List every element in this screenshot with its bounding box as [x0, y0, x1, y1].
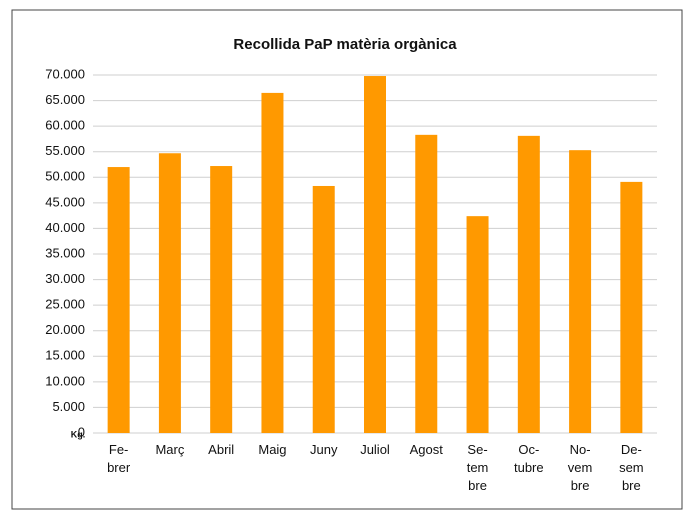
x-tick-label-line: tem — [467, 460, 489, 475]
x-tick-label: Juny — [310, 442, 338, 457]
y-tick-label: 15.000 — [45, 348, 85, 363]
x-tick-label-line: sem — [619, 460, 644, 475]
y-axis-label: Kg. — [71, 429, 86, 439]
x-tick-label-line: Agost — [410, 442, 444, 457]
x-tick-label-line: Se- — [467, 442, 487, 457]
y-tick-label: 65.000 — [45, 92, 85, 107]
y-tick-label: 55.000 — [45, 143, 85, 158]
x-tick-label-line: vem — [568, 460, 593, 475]
x-tick-label-line: brer — [107, 460, 131, 475]
bar — [364, 76, 386, 433]
y-tick-label: 20.000 — [45, 322, 85, 337]
x-tick-label: Juliol — [360, 442, 390, 457]
y-tick-label: 0 — [78, 424, 85, 439]
x-tick-label: Se-tem bre — [467, 442, 489, 493]
bar — [517, 135, 540, 434]
y-tick-label: 35.000 — [45, 245, 85, 260]
x-tick-label-line: Maig — [258, 442, 286, 457]
y-tick-label: 40.000 — [45, 220, 85, 235]
x-tick-label-line: De- — [621, 442, 642, 457]
x-tick-label-line: Març — [155, 442, 184, 457]
x-tick-label-line: bre — [622, 478, 641, 493]
x-tick-label: Fe-brer — [107, 442, 131, 475]
x-tick-label: Abril — [208, 442, 234, 457]
x-tick-label: De-sem bre — [619, 442, 644, 493]
bar — [569, 150, 592, 433]
x-tick-label: Agost — [410, 442, 444, 457]
bar — [620, 181, 643, 433]
y-tick-label: 60.000 — [45, 118, 85, 133]
x-tick-label: Oc-tubre — [514, 442, 544, 475]
chart-title: Recollida PaP matèria orgànica — [233, 36, 457, 53]
bar — [107, 167, 130, 434]
bar — [466, 216, 489, 433]
x-tick-label-line: Juliol — [360, 442, 390, 457]
x-tick-label-line: Oc- — [518, 442, 539, 457]
y-tick-label: 70.000 — [45, 66, 85, 81]
x-tick-label-line: No- — [570, 442, 591, 457]
y-tick-label: 10.000 — [45, 373, 85, 388]
y-tick-label: 30.000 — [45, 271, 85, 286]
x-tick-label: No-vem bre — [568, 442, 593, 493]
x-tick-label-line: tubre — [514, 460, 544, 475]
x-tick-label-line: Abril — [208, 442, 234, 457]
x-tick-label-line: Juny — [310, 442, 338, 457]
bar — [261, 92, 284, 434]
x-tick-label-line: bre — [468, 478, 487, 493]
x-tick-label-line: Fe- — [109, 442, 129, 457]
bar — [312, 185, 335, 433]
y-tick-label: 5.000 — [52, 399, 85, 414]
x-tick-label-line: bre — [571, 478, 590, 493]
bar — [158, 153, 181, 433]
x-tick-label: Març — [155, 442, 184, 457]
y-tick-label: 50.000 — [45, 169, 85, 184]
bar — [210, 166, 233, 433]
y-tick-label: 25.000 — [45, 297, 85, 312]
x-tick-label: Maig — [258, 442, 286, 457]
y-tick-label: 45.000 — [45, 194, 85, 209]
bar — [415, 134, 438, 433]
